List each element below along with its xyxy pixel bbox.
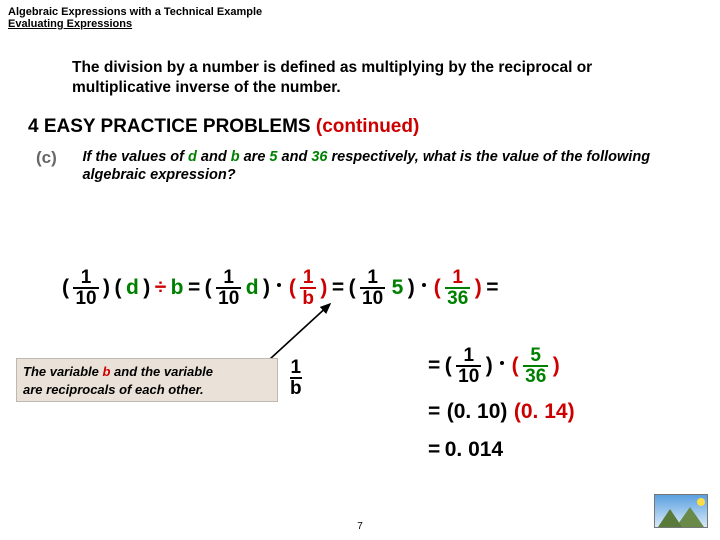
side-fraction: 1 b [290,358,302,398]
problem-label: (c) [36,148,78,168]
fraction: 110 [73,268,98,308]
fraction: 110 [216,268,241,308]
math-row-3: = (0. 10) (0. 14) [428,400,575,424]
problem-text: If the values of d and b are 5 and 36 re… [82,148,672,185]
header-subtitle: Evaluating Expressions [8,18,712,30]
fraction: 110 [456,346,481,386]
section-continued: (continued) [316,116,419,137]
section-lead: 4 EASY PRACTICE PROBLEMS [28,116,316,137]
math-area: ( 110 ) ( d ) ÷ b = ( 110 d ) ( 1b ) = (… [0,268,720,528]
fraction: 136 [445,268,470,308]
math-row-2: = ( 110 ) ( 536 ) [428,346,560,386]
page-number: 7 [357,521,363,532]
math-row-1: ( 110 ) ( d ) ÷ b = ( 110 d ) ( 1b ) = (… [62,268,498,308]
header-title: Algebraic Expressions with a Technical E… [8,6,712,18]
fraction: 1b [300,268,316,308]
fraction: 110 [360,268,385,308]
intro-text: The division by a number is defined as m… [72,58,670,98]
fraction: 536 [523,346,548,386]
dot-multiply-icon [277,283,281,287]
logo-icon [654,494,708,528]
section-heading: 4 EASY PRACTICE PROBLEMS (continued) [28,116,720,138]
math-row-4: = 0. 014 [428,438,503,462]
dot-multiply-icon [500,361,504,365]
sidebox-note: The variable b and the variable are reci… [16,358,278,402]
dot-multiply-icon [422,283,426,287]
problem-c: (c) If the values of d and b are 5 and 3… [36,148,720,185]
